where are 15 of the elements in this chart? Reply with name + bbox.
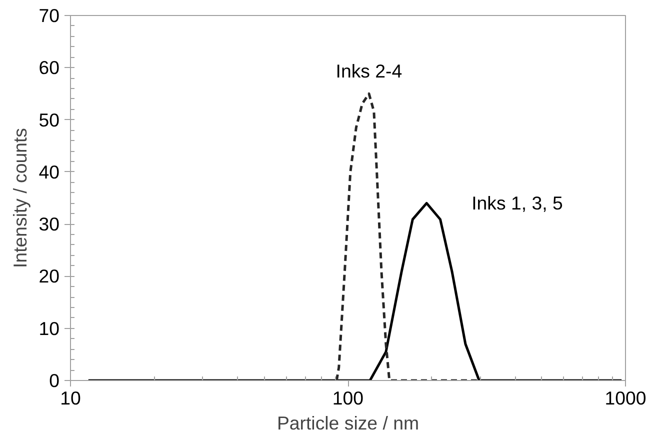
y-tick-label: 40 (38, 161, 60, 182)
y-axis-title: Intensity / counts (10, 128, 31, 268)
x-axis-title: Particle size / nm (276, 412, 420, 434)
y-tick-label: 10 (38, 318, 60, 339)
x-tick-label: 1000 (604, 388, 646, 408)
y-tick-label: 70 (38, 5, 60, 26)
x-tick-label: 100 (332, 388, 364, 408)
y-tick-label: 50 (38, 109, 60, 130)
y-tick-label: 30 (38, 214, 60, 235)
x-tick-label: 10 (60, 388, 81, 408)
series-label: Inks 1, 3, 5 (472, 192, 563, 214)
y-tick-label: 20 (38, 266, 60, 287)
y-tick-label: 0 (49, 370, 60, 391)
y-tick-label: 60 (38, 57, 60, 78)
series-label: Inks 2-4 (336, 60, 402, 82)
